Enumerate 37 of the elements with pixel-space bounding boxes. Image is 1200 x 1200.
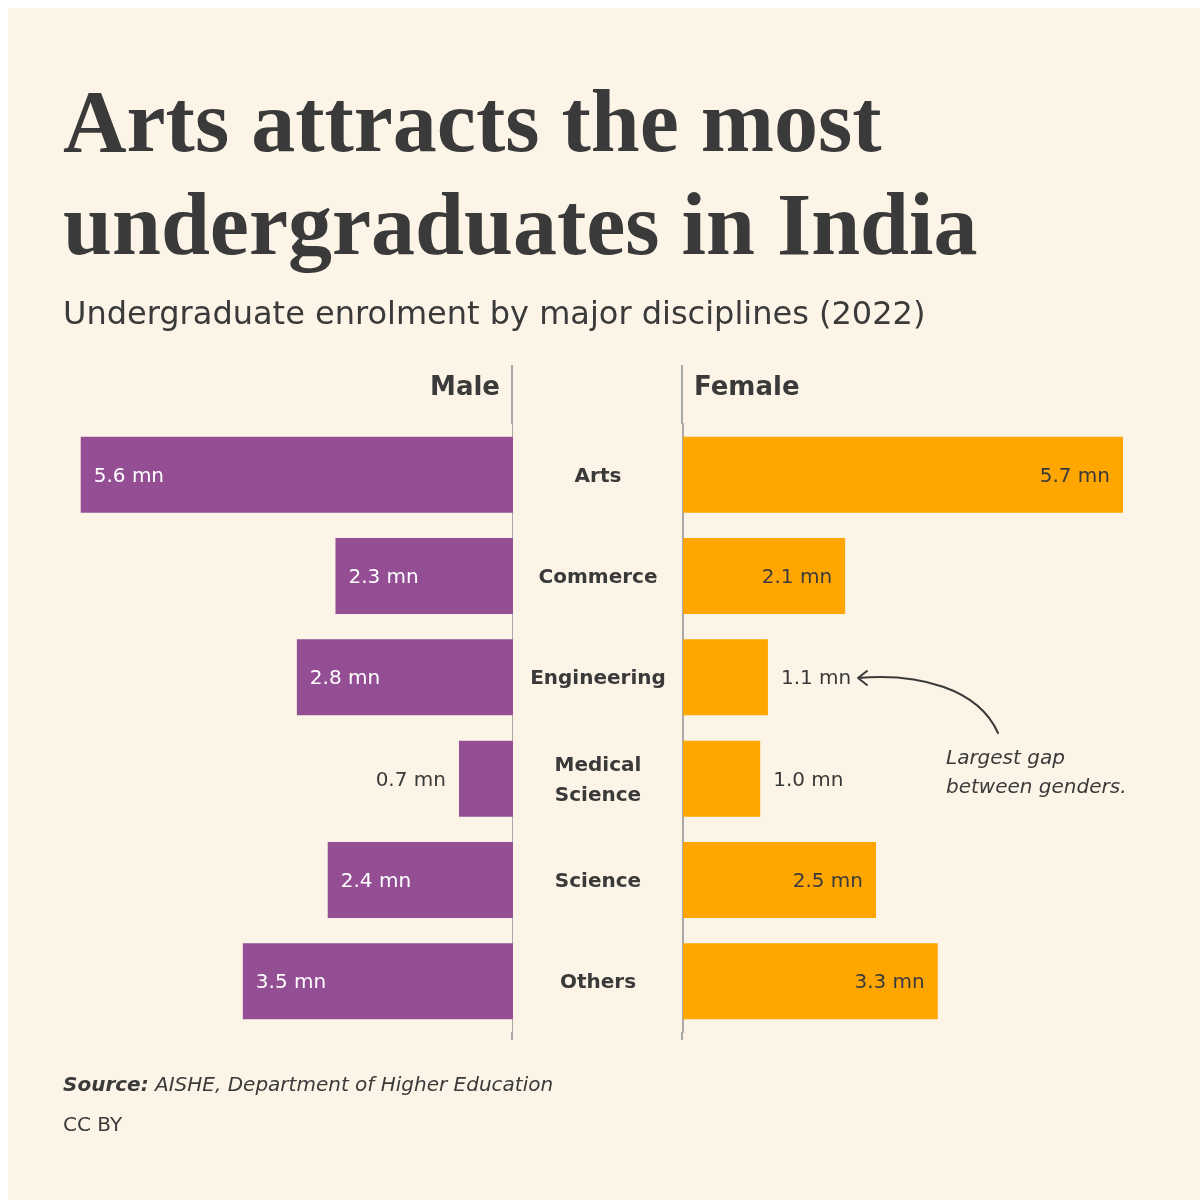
chart-subtitle: Undergraduate enrolment by major disciplines (2022) [63, 294, 926, 332]
bar [683, 639, 768, 716]
bar [458, 740, 513, 817]
series-label: Male [430, 371, 500, 401]
annotation: Largest gap between genders. [946, 744, 1127, 798]
source-note: Source: AISHE, Department of Higher Education [63, 1072, 554, 1096]
data-label: 5.7 mn [1039, 462, 1110, 487]
data-label: 0.7 mn [375, 766, 446, 791]
data-label: 2.3 mn [348, 564, 419, 588]
data-label: 1.0 mn [773, 766, 844, 791]
chart-title: Arts attracts the most undergraduates in India [63, 72, 978, 275]
y-tick-label: Commerce [538, 564, 658, 588]
bar [327, 842, 513, 918]
bar [683, 943, 938, 1020]
bar [335, 538, 513, 614]
data-label: 3.5 mn [255, 969, 327, 994]
data-label: 2.1 mn [761, 564, 833, 588]
text: CC BY [63, 1112, 123, 1136]
data-label: 2.4 mn [340, 868, 412, 892]
y-tick-label: Others [559, 969, 637, 994]
bar [683, 538, 846, 614]
data-label: 3.3 mn [854, 969, 925, 994]
bar [683, 436, 1123, 513]
data-label: 5.6 mn [93, 462, 165, 487]
bar [296, 639, 513, 716]
series-label: Female [694, 371, 800, 401]
bar [242, 943, 513, 1020]
bar [683, 740, 761, 817]
y-tick-label: Engineering [530, 665, 666, 690]
data-label: 2.8 mn [309, 665, 381, 690]
data-label: 1.1 mn [780, 665, 852, 690]
y-tick-label: Medical Science [554, 751, 642, 806]
y-tick-label: Science [554, 868, 642, 892]
y-tick-label: Arts [574, 462, 622, 487]
bar [683, 842, 876, 918]
bar [80, 436, 513, 513]
data-label: 2.5 mn [792, 868, 863, 892]
